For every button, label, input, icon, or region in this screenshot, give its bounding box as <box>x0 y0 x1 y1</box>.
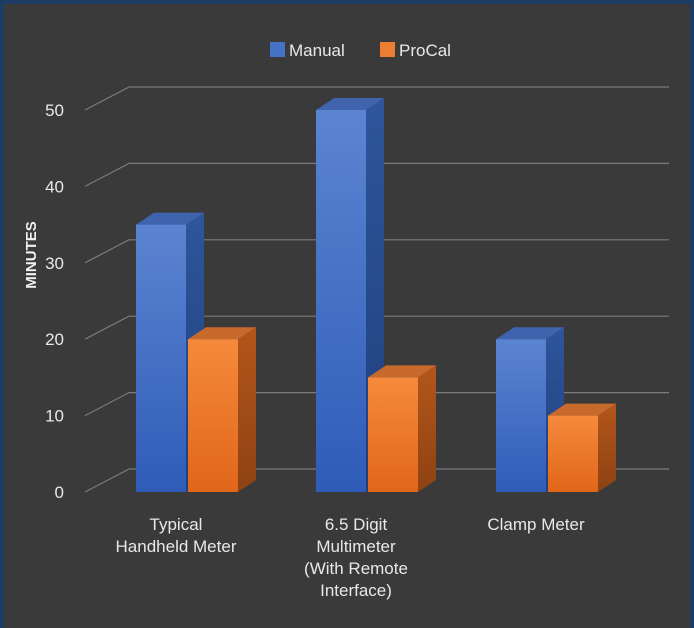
category-label: 6.5 Digit Multimeter (With Remote Interface… <box>304 515 408 600</box>
bar-top-face <box>136 212 204 225</box>
legend-label: ProCal <box>399 41 451 60</box>
gridline <box>84 392 669 417</box>
category-label-line: Typical <box>150 515 203 534</box>
bar-top-face <box>548 403 616 416</box>
bar-side-face <box>418 365 436 492</box>
bar-side-face <box>238 327 256 492</box>
bar-top-face <box>368 365 436 378</box>
category-label-line: Multimeter <box>316 537 396 556</box>
bar-front-face <box>188 339 238 492</box>
bar <box>188 327 256 492</box>
gridline <box>84 468 669 493</box>
gridlines <box>84 86 669 493</box>
y-axis-label: MINUTES <box>23 221 40 289</box>
gridline <box>84 86 669 111</box>
bar-front-face <box>368 377 418 492</box>
category-label: Typical Handheld Meter <box>116 515 237 556</box>
y-tick-label: 50 <box>45 101 64 120</box>
gridline <box>84 315 669 340</box>
bar-front-face <box>496 339 546 492</box>
category-label-line: Interface) <box>320 581 392 600</box>
y-tick-label: 40 <box>45 177 64 196</box>
bar-top-face <box>188 327 256 340</box>
legend-label: Manual <box>289 41 345 60</box>
gridline <box>84 162 669 187</box>
y-tick-label: 20 <box>45 330 64 349</box>
y-tick-label: 30 <box>45 254 64 273</box>
bar-front-face <box>316 110 366 492</box>
category-label-line: Clamp Meter <box>487 515 585 534</box>
legend-swatch <box>270 42 285 57</box>
y-axis-ticks: 0 10 20 30 40 50 <box>45 101 64 502</box>
category-labels: Typical Handheld Meter 6.5 Digit Multimeter… <box>116 515 585 600</box>
y-tick-label: 10 <box>45 407 64 426</box>
category-label-line: 6.5 Digit <box>325 515 388 534</box>
bar-top-face <box>496 327 564 340</box>
gridline <box>84 239 669 264</box>
category-label: Clamp Meter <box>487 515 585 534</box>
bar <box>368 365 436 492</box>
legend-swatch <box>380 42 395 57</box>
legend: Manual ProCal <box>270 41 451 60</box>
y-tick-label: 0 <box>55 483 64 502</box>
bars <box>136 98 616 492</box>
bar <box>548 403 616 492</box>
category-label-line: Handheld Meter <box>116 537 237 556</box>
bar-side-face <box>598 403 616 492</box>
bar-front-face <box>548 415 598 492</box>
bar-top-face <box>316 98 384 110</box>
category-label-line: (With Remote <box>304 559 408 578</box>
bar-front-face <box>136 224 186 492</box>
